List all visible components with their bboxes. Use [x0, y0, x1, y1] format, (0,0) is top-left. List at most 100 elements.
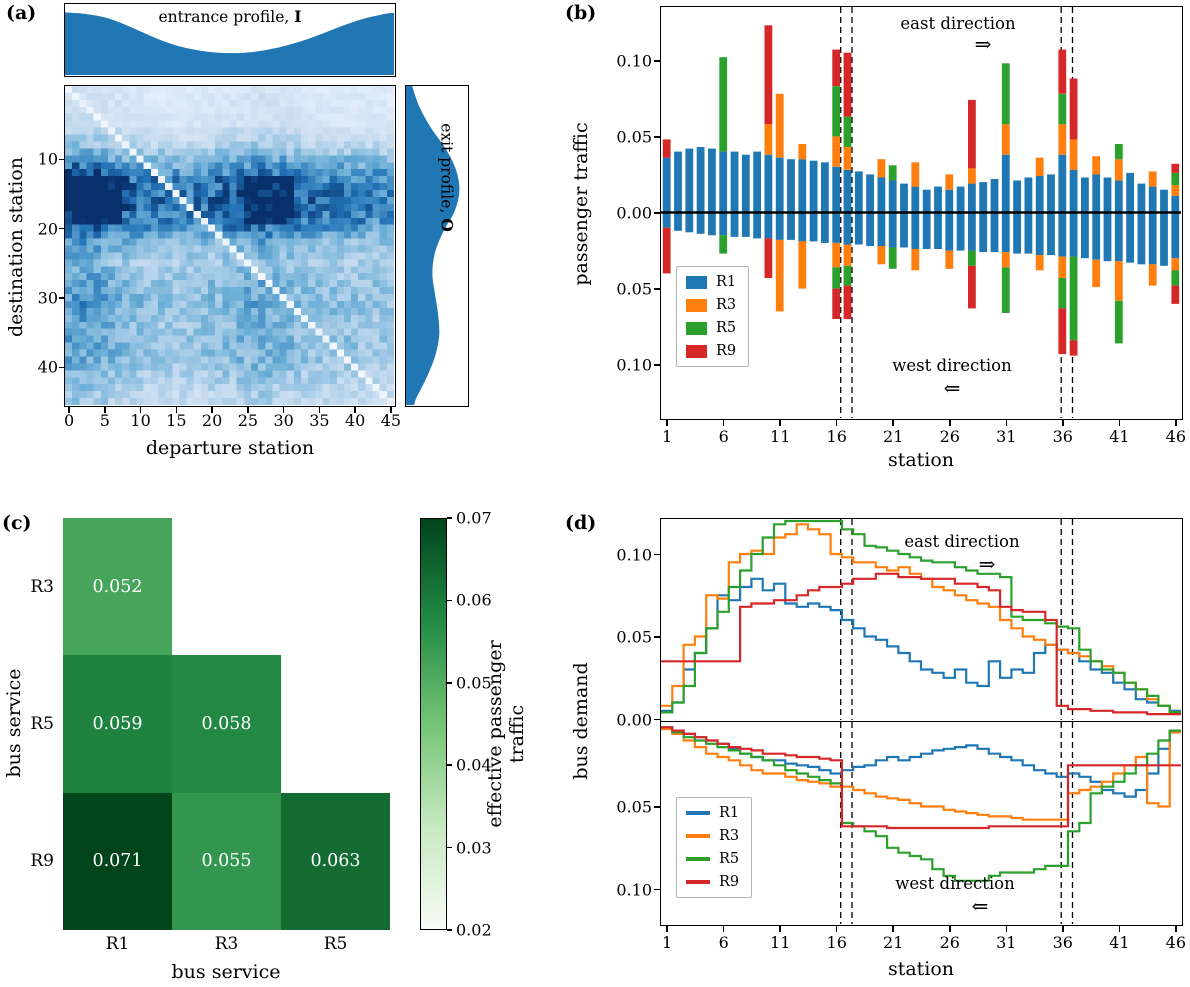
- tick-mark: [1005, 926, 1008, 932]
- bar-R1: [821, 162, 829, 213]
- tick-mark: [722, 926, 725, 932]
- bar-R5: [1114, 144, 1123, 160]
- exit-profile-curve: [406, 86, 460, 405]
- tick-mark: [654, 288, 660, 290]
- bar-R9: [662, 139, 671, 158]
- tick-mark: [447, 846, 452, 849]
- bar-R1: [900, 212, 908, 248]
- legend-label: R5: [716, 320, 737, 336]
- d-x-tick-label: 16: [826, 933, 847, 952]
- b-x-tick-label: 46: [1165, 427, 1187, 446]
- bar-R5: [1171, 270, 1180, 286]
- bar-R1: [1001, 212, 1010, 253]
- tick-mark: [139, 407, 142, 413]
- b-west-arrow-icon: ⇐: [943, 376, 961, 400]
- tick-mark: [447, 929, 452, 931]
- bar-R1: [730, 151, 739, 213]
- legend-label: R3: [719, 828, 740, 844]
- exit-profile-symbol: O: [437, 218, 457, 232]
- bar-R1: [945, 212, 954, 251]
- demand-line-east-R3: [661, 523, 1181, 714]
- tick-mark: [654, 718, 660, 721]
- legend-label: R1: [719, 805, 740, 821]
- tick-mark: [58, 227, 64, 230]
- a-y-tick-label: 30: [37, 288, 58, 308]
- c-row-label: R3: [30, 576, 54, 597]
- legend-item-R9: R9: [686, 343, 736, 359]
- bar-R3: [843, 244, 852, 266]
- bar-R3: [832, 136, 841, 167]
- demand-line-east-R1: [661, 577, 1181, 712]
- bar-R1: [798, 159, 807, 213]
- tick-mark: [835, 420, 838, 426]
- a-x-tick-label: 25: [237, 411, 259, 430]
- a-x-tick-label: 45: [380, 411, 402, 430]
- matrix-cell-R5-R1: 0.059: [63, 655, 172, 793]
- bar-R3: [1092, 156, 1101, 175]
- c-row-label: R9: [30, 851, 54, 872]
- bar-R1: [798, 212, 807, 242]
- bar-R1: [685, 148, 694, 213]
- demand-line-west-R9: [661, 726, 1181, 830]
- d-x-tick-label: 1: [662, 933, 673, 952]
- b-x-tick-label: 26: [939, 427, 960, 446]
- b-y-label: passenger traffic: [570, 122, 592, 286]
- panel-c-label: (c): [2, 512, 32, 534]
- d-west-direction-text: west direction: [895, 874, 1015, 893]
- tick-mark: [390, 407, 392, 413]
- bar-R1: [956, 186, 965, 213]
- d-x-label: station: [887, 958, 955, 980]
- colorbar-tick-label: 0.06: [456, 590, 492, 610]
- tick-mark: [892, 926, 894, 932]
- bar-R3: [1001, 252, 1010, 268]
- tick-mark: [666, 926, 668, 932]
- c-col-label: R5: [323, 934, 348, 954]
- tick-mark: [68, 407, 70, 413]
- b-x-label: station: [887, 449, 955, 471]
- bar-R9: [843, 52, 852, 117]
- a-x-tick-label: 0: [63, 411, 75, 430]
- a-x-tick-label: 35: [309, 411, 330, 430]
- bar-R9: [764, 238, 773, 278]
- bar-R1: [1001, 154, 1010, 213]
- bar-R1: [1081, 177, 1089, 213]
- d-y-label: bus demand: [570, 662, 592, 780]
- a-x-tick-label: 40: [344, 411, 366, 430]
- bar-R1: [990, 179, 999, 213]
- bar-R1: [968, 212, 976, 251]
- bar-R1: [1013, 212, 1021, 254]
- passenger-traffic-plot: [660, 6, 1183, 420]
- colorbar-label: effective passenger traffic: [484, 640, 528, 828]
- c-col-label: R3: [214, 934, 239, 954]
- tick-mark: [58, 297, 64, 299]
- legend-item-R1: R1: [686, 805, 739, 821]
- bar-R1: [979, 182, 988, 213]
- a-y-tick-label: 10: [37, 149, 58, 169]
- bar-R1: [832, 212, 841, 243]
- bar-R1: [809, 160, 818, 213]
- bar-R1: [730, 212, 739, 237]
- tick-mark: [835, 926, 838, 932]
- bar-R1: [968, 183, 976, 213]
- od-heatmap-canvas: [65, 86, 394, 405]
- d-x-tick-label: 11: [770, 933, 791, 952]
- bar-R1: [775, 212, 784, 240]
- bar-R1: [1160, 189, 1168, 213]
- tick-mark: [892, 420, 894, 426]
- d-x-tick-label: 41: [1109, 933, 1130, 952]
- bus-demand-west-lines: [661, 722, 1181, 924]
- bar-R1: [741, 212, 750, 237]
- demand-line-west-R3: [661, 727, 1181, 821]
- tick-mark: [1005, 420, 1008, 426]
- legend-item-R9: R9: [686, 874, 739, 890]
- d-y-tick-label: 0.10: [616, 880, 652, 899]
- colorbar-tick-label: 0.02: [456, 920, 492, 940]
- bus-demand-west-plot: [660, 721, 1183, 926]
- b-legend: R1 R3 R5 R9: [676, 266, 750, 367]
- legend-swatch: [686, 880, 710, 884]
- bar-R3: [1001, 124, 1010, 155]
- entrance-profile-title-text: entrance profile,: [158, 8, 290, 26]
- exit-profile-plot: [405, 85, 469, 407]
